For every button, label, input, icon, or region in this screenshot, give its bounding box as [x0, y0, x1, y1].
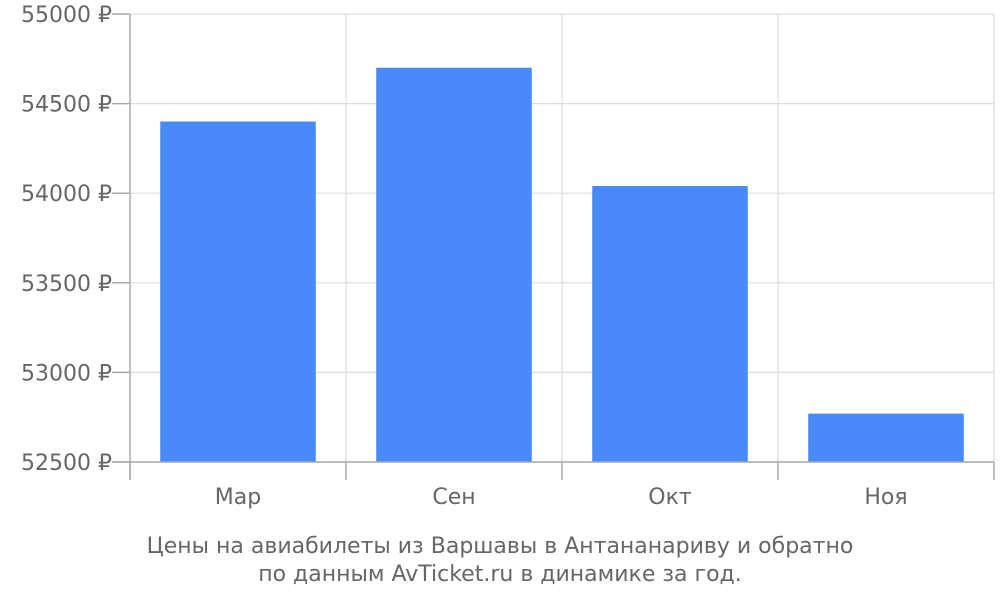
bars: [160, 67, 964, 463]
x-axis-tick-labels: Мар Сен Окт Ноя: [215, 485, 908, 510]
bar-1[interactable]: [160, 121, 316, 463]
bar-4[interactable]: [808, 413, 964, 462]
bar-2[interactable]: [376, 67, 532, 462]
chart-caption-line-2: по данным AvTicket.ru в динамике за год.: [258, 562, 742, 587]
y-tick-label: 54500 ₽: [21, 93, 112, 118]
y-axis-tick-labels: 52500 ₽ 53000 ₽ 53500 ₽ 54000 ₽ 54500 ₽ 55000…: [21, 3, 112, 476]
x-tick-label: Ноя: [864, 485, 907, 510]
y-tick-label: 53000 ₽: [21, 361, 112, 386]
y-tick-label: 53500 ₽: [21, 272, 112, 297]
chart-caption-line-1: Цены на авиабилеты из Варшавы в Антанана…: [146, 534, 854, 559]
x-tick-label: Мар: [215, 485, 261, 510]
y-tick-label: 52500 ₽: [21, 451, 112, 476]
y-tick-label: 55000 ₽: [21, 3, 112, 28]
bar-3[interactable]: [592, 186, 748, 463]
axes: [112, 13, 995, 480]
x-tick-label: Окт: [648, 485, 692, 510]
x-tick-label: Сен: [432, 485, 475, 510]
y-tick-label: 54000 ₽: [21, 182, 112, 207]
